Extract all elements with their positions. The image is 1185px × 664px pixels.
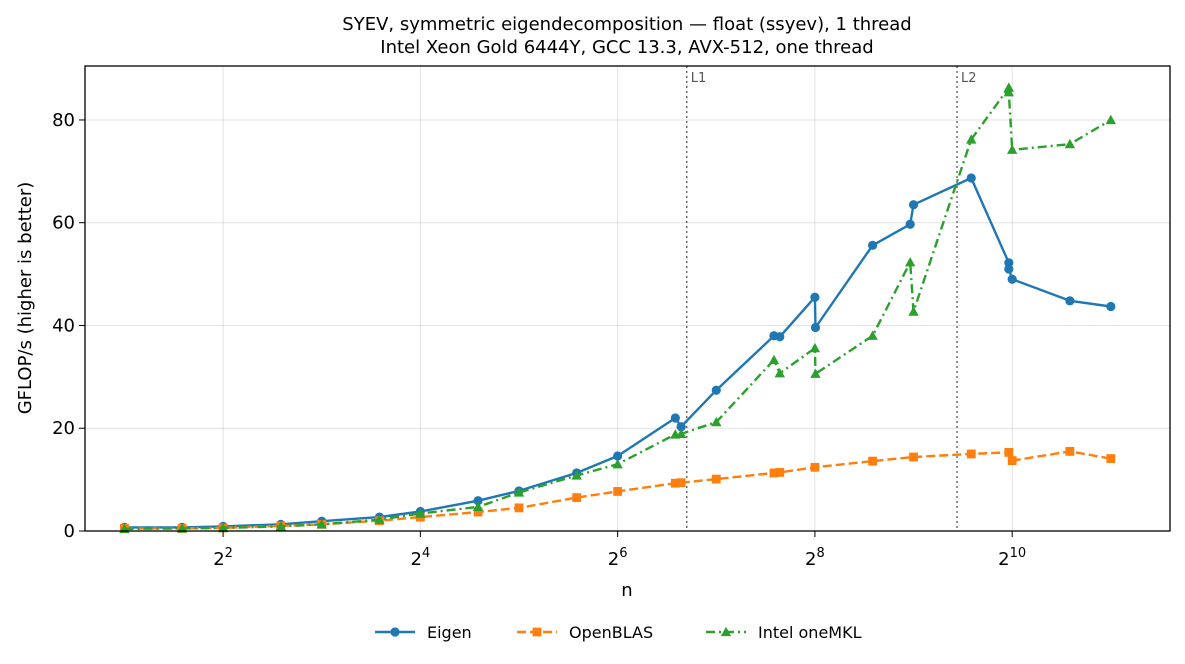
x-tick-exponent: 10 <box>1010 546 1027 561</box>
x-tick-base: 2 <box>998 549 1009 570</box>
legend-label-eigen: Eigen <box>427 623 472 642</box>
data-point-intel-onemkl <box>908 306 919 316</box>
data-point-intel-onemkl <box>316 519 327 529</box>
data-point-openblas <box>810 462 820 472</box>
data-point-intel-onemkl <box>1105 114 1117 125</box>
y-axis-ticks: 0 20 40 60 80 <box>52 110 85 542</box>
data-point-eigen <box>775 332 785 342</box>
data-point-intel-onemkl <box>472 501 484 512</box>
x-tick-label: 210 <box>998 546 1026 570</box>
x-tick-base: 2 <box>805 549 816 570</box>
data-point-eigen <box>1004 264 1014 274</box>
chart-title: SYEV, symmetric eigendecomposition — flo… <box>342 14 911 35</box>
grid <box>85 66 1170 532</box>
data-point-intel-onemkl <box>415 508 426 518</box>
data-point-intel-onemkl <box>176 523 188 533</box>
y-tick-label: 60 <box>52 213 75 234</box>
legend: Eigen OpenBLAS Intel oneMKL <box>375 623 862 642</box>
data-point-eigen <box>908 200 919 210</box>
data-point-openblas <box>1007 456 1017 466</box>
data-point-intel-onemkl <box>768 354 780 365</box>
x-tick-base: 2 <box>410 549 421 570</box>
data-point-openblas <box>868 456 878 466</box>
data-point-eigen <box>670 413 680 423</box>
x-tick-exponent: 2 <box>225 546 233 561</box>
x-tick-label: 22 <box>213 546 233 570</box>
legend-label-openblas: OpenBLAS <box>569 623 653 642</box>
legend-marker-eigen <box>390 627 400 637</box>
reference-lines: L1 L2 <box>686 66 977 531</box>
y-tick-label: 20 <box>52 418 75 439</box>
data-point-intel-onemkl <box>867 330 878 340</box>
plot-area <box>119 82 1117 534</box>
data-point-eigen <box>810 292 820 302</box>
data-point-eigen <box>676 422 686 432</box>
legend-label-intel-onemkl: Intel oneMKL <box>758 623 862 642</box>
x-tick-base: 2 <box>608 549 619 570</box>
y-tick-label: 80 <box>52 110 75 131</box>
data-point-intel-onemkl <box>374 514 385 524</box>
data-point-intel-onemkl <box>809 342 821 353</box>
x-tick-exponent: 8 <box>816 546 824 561</box>
cache-label-l2: L2 <box>961 71 977 86</box>
data-point-openblas <box>1004 447 1014 457</box>
data-point-eigen <box>868 240 878 250</box>
data-point-eigen <box>473 496 483 506</box>
data-point-openblas <box>613 487 623 496</box>
x-tick-label: 26 <box>608 546 628 570</box>
data-point-eigen <box>810 322 821 333</box>
series-intel-onemkl <box>119 82 1117 534</box>
data-point-intel-onemkl <box>774 368 785 378</box>
data-point-openblas <box>572 493 582 503</box>
data-point-intel-onemkl <box>904 257 916 267</box>
data-point-eigen <box>1007 274 1017 284</box>
data-point-eigen <box>905 219 915 229</box>
cache-label-l1: L1 <box>691 71 707 86</box>
data-point-eigen <box>711 385 721 395</box>
data-point-intel-onemkl <box>513 487 525 497</box>
data-point-openblas <box>1106 454 1116 463</box>
plot-frame <box>84 65 1171 532</box>
data-point-openblas <box>966 449 976 459</box>
data-point-intel-onemkl <box>1006 144 1018 154</box>
legend-marker-intel-onemkl <box>720 626 732 637</box>
chart-subtitle: Intel Xeon Gold 6444Y, GCC 13.3, AVX-512… <box>380 37 873 58</box>
data-point-intel-onemkl <box>612 459 623 469</box>
x-tick-label: 28 <box>805 546 825 570</box>
data-point-intel-onemkl <box>1064 138 1076 149</box>
data-point-eigen <box>966 173 976 183</box>
data-point-openblas <box>1065 446 1075 456</box>
y-axis-label: GFLOP/s (higher is better) <box>15 182 36 415</box>
data-point-openblas <box>775 468 785 477</box>
x-tick-exponent: 6 <box>619 546 627 561</box>
data-point-intel-onemkl <box>711 416 722 427</box>
data-point-openblas <box>711 474 721 484</box>
y-tick-label: 0 <box>64 521 75 542</box>
x-tick-base: 2 <box>213 549 224 570</box>
data-point-eigen <box>1106 301 1116 312</box>
data-point-intel-onemkl <box>217 522 229 533</box>
data-point-intel-onemkl <box>571 470 582 480</box>
data-point-intel-onemkl <box>1003 87 1015 97</box>
data-point-eigen <box>1065 296 1075 306</box>
data-point-openblas <box>514 503 524 513</box>
y-tick-label: 40 <box>52 315 75 336</box>
legend-marker-openblas <box>532 627 542 637</box>
data-point-eigen <box>613 451 623 461</box>
x-axis-ticks: 22 24 26 28 210 <box>213 531 1026 570</box>
data-point-openblas <box>769 468 779 478</box>
data-point-intel-onemkl <box>810 368 821 378</box>
data-point-openblas <box>670 478 680 488</box>
x-tick-exponent: 4 <box>422 546 430 561</box>
x-axis-label: n <box>621 580 632 601</box>
data-point-openblas <box>676 478 686 488</box>
data-point-openblas <box>473 507 483 517</box>
x-tick-label: 24 <box>410 546 430 570</box>
data-point-openblas <box>909 452 918 462</box>
data-point-intel-onemkl <box>275 521 286 531</box>
data-point-intel-onemkl <box>675 428 687 439</box>
data-point-intel-onemkl <box>966 134 977 144</box>
